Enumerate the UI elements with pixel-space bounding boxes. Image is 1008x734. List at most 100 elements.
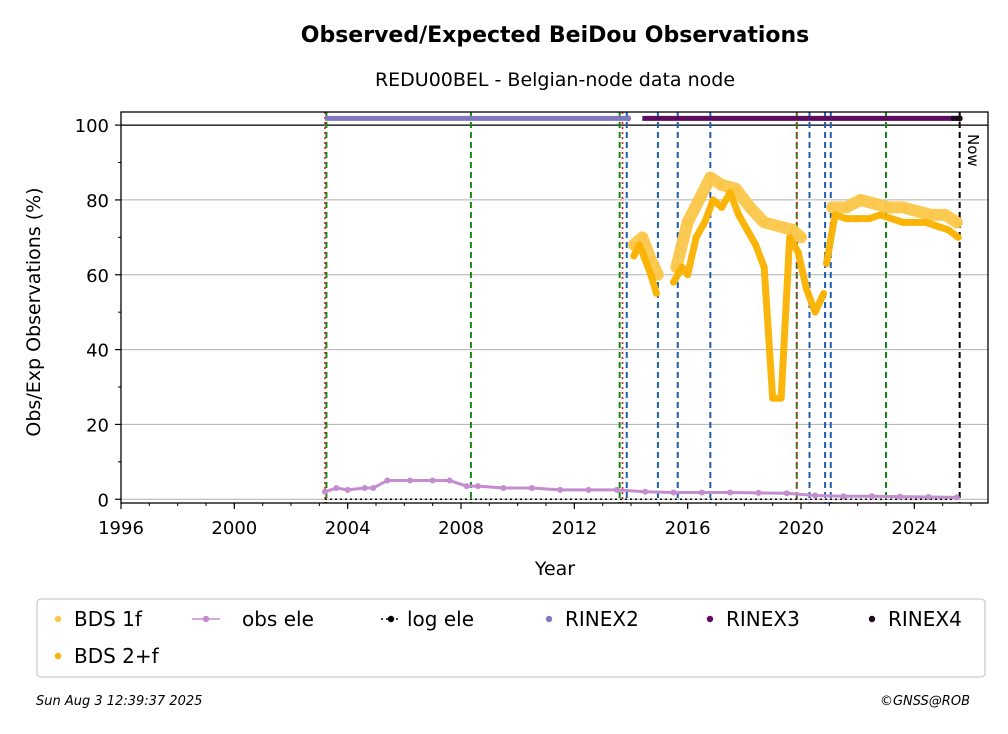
obs-ele-point xyxy=(925,494,932,501)
obs-ele-point xyxy=(840,493,847,500)
point-bds-2-f xyxy=(811,308,819,316)
point-bds-2-f xyxy=(865,215,873,222)
point-bds-1f xyxy=(828,204,836,211)
chart-subtitle: REDU00BEL - Belgian-node data node xyxy=(375,69,735,91)
point-bds-2-f xyxy=(933,222,941,230)
y-tick-label: 20 xyxy=(86,415,109,436)
y-tick-label: 100 xyxy=(75,116,109,137)
series-bds-1f xyxy=(627,231,664,281)
legend-marker-rinex2 xyxy=(545,615,553,623)
point-bds-2-f xyxy=(854,215,861,222)
point-bds-2-f xyxy=(647,271,655,278)
point-bds-1f xyxy=(718,181,725,189)
obs-ele-point xyxy=(370,485,377,492)
rinex-bar-end-rinex2 xyxy=(625,115,632,122)
obs-ele-point xyxy=(613,486,620,493)
x-tick-label: 2020 xyxy=(778,518,824,539)
obs-ele-point xyxy=(361,485,368,492)
point-bds-2-f xyxy=(922,219,929,226)
point-bds-2-f xyxy=(911,219,918,226)
x-tick-label: 2012 xyxy=(551,518,597,539)
point-bds-1f xyxy=(953,219,961,226)
obs-ele-point xyxy=(528,485,535,492)
obs-ele-point xyxy=(897,493,904,500)
legend-label-bds-1f: BDS 1f xyxy=(74,607,143,631)
legend-box xyxy=(36,598,986,678)
axes: 0 20 40 60 80 100 1996 2000 2004 2008 2012 2016 2020… xyxy=(75,116,972,539)
y-tick-label: 0 xyxy=(98,490,109,511)
point-bds-1f xyxy=(684,219,691,226)
obs-ele-point xyxy=(557,486,564,493)
series-bds-2-f xyxy=(823,211,962,268)
legend-marker-bds-1f xyxy=(54,615,62,623)
point-bds-1f xyxy=(885,204,893,211)
x-tick-label: 2000 xyxy=(211,518,257,539)
obs-ele-point xyxy=(698,489,705,496)
footer-timestamp: Sun Aug 3 12:39:37 2025 xyxy=(36,694,203,709)
legend-marker-rinex4 xyxy=(868,615,876,623)
point-bds-2-f xyxy=(831,211,839,219)
y-tick-label: 40 xyxy=(86,341,109,362)
point-bds-1f xyxy=(732,185,740,192)
point-bds-2-f xyxy=(701,219,708,226)
obs-ele-point xyxy=(384,477,391,484)
legend-label-log-ele: log ele xyxy=(407,607,474,631)
data-layer xyxy=(322,115,963,501)
point-bds-2-f xyxy=(678,264,686,271)
point-bds-1f xyxy=(639,234,646,241)
x-tick-label: 2008 xyxy=(438,518,484,539)
point-bds-2-f xyxy=(786,234,793,241)
point-bds-2-f xyxy=(803,286,810,293)
obs-ele-point xyxy=(475,483,481,490)
now-label: Now xyxy=(964,134,982,167)
point-bds-1f xyxy=(789,226,796,234)
obs-ele-point xyxy=(953,494,960,501)
x-tick-label: 1996 xyxy=(98,518,144,539)
y-tick-label: 60 xyxy=(86,266,109,287)
obs-ele-point xyxy=(333,485,340,492)
legend-label-bds-2-f: BDS 2+f xyxy=(74,644,160,668)
point-bds-1f xyxy=(913,207,921,215)
legend: BDS 1f obs ele log ele RINEX2 RINEX3 RINEX4 BD… xyxy=(54,607,962,668)
obs-ele-point xyxy=(670,489,677,496)
point-bds-2-f xyxy=(823,260,830,267)
point-bds-2-f xyxy=(794,249,802,256)
point-bds-2-f xyxy=(709,196,717,204)
point-bds-2-f xyxy=(726,189,734,196)
x-tick-label: 2016 xyxy=(665,518,711,539)
point-bds-2-f xyxy=(955,234,962,241)
obs-ele-point xyxy=(812,492,819,499)
point-bds-2-f xyxy=(684,271,691,278)
point-bds-2-f xyxy=(899,219,907,226)
point-bds-2-f xyxy=(945,226,952,234)
point-bds-1f xyxy=(775,222,782,230)
point-bds-2-f xyxy=(843,215,850,222)
grid-lines xyxy=(121,124,988,500)
obs-ele-point xyxy=(585,486,592,493)
obs-ele-point xyxy=(642,488,649,495)
point-bds-2-f xyxy=(636,241,643,249)
point-bds-2-f xyxy=(670,279,677,286)
point-bds-1f xyxy=(857,196,864,204)
point-bds-1f xyxy=(746,204,754,211)
point-bds-2-f xyxy=(692,234,700,241)
obs-ele-point xyxy=(755,489,762,496)
point-bds-2-f xyxy=(877,211,884,219)
legend-marker-rinex3 xyxy=(706,615,714,623)
legend-label-rinex4: RINEX4 xyxy=(888,607,962,631)
point-bds-1f xyxy=(899,204,907,211)
obs-ele-point xyxy=(344,486,351,493)
y-tick-label: 80 xyxy=(86,191,109,212)
point-bds-1f xyxy=(760,219,768,226)
obs-ele-point xyxy=(463,483,470,490)
point-bds-2-f xyxy=(752,241,759,249)
event-lines xyxy=(121,112,988,503)
chart-title: Observed/Expected BeiDou Observations xyxy=(301,23,810,48)
point-bds-2-f xyxy=(641,256,649,263)
point-bds-1f xyxy=(654,271,662,278)
point-bds-1f xyxy=(942,211,949,219)
rinex-bar-end-rinex4 xyxy=(956,115,963,122)
obs-ele-point xyxy=(783,490,790,497)
legend-marker-bds-2-f xyxy=(54,652,62,660)
